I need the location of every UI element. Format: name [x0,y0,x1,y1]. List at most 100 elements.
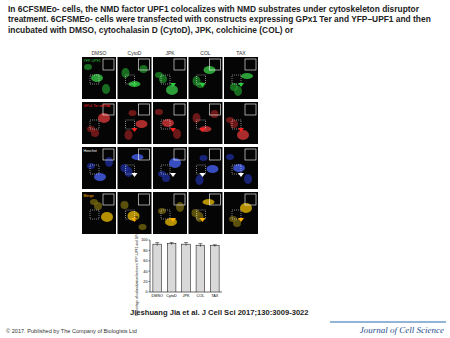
zoom-region [197,75,206,84]
column-label: JPK [165,50,175,56]
micrograph [153,147,187,189]
row-label: YFP-UPF1 [84,59,101,63]
y-tick [149,250,151,251]
cell [129,110,137,116]
cell [207,165,219,173]
bar [182,244,191,292]
inset-box [245,59,256,70]
zoom-region [126,210,135,219]
cell [101,212,113,222]
x-tick-label: DMSO [151,294,162,298]
panel-bg [82,102,116,144]
y-tick-label: 80 [143,249,147,253]
arrow [132,83,138,87]
zoom-region [161,75,170,84]
micrograph [153,102,187,144]
zoom-region [232,75,241,84]
panel-bg [118,102,152,144]
zoom-region [197,120,206,129]
arrow [170,128,176,132]
inset-box [245,149,256,160]
inset-box [139,149,150,160]
inset-box [103,59,114,70]
error-bar [184,243,188,246]
y-tick-label: 100 [141,238,147,242]
citation: Jieshuang Jia et al. J Cell Sci 2017;130… [130,308,309,317]
cell [155,109,163,115]
zoom-region [161,210,170,219]
inset-box [139,59,150,70]
zoom-region [90,210,99,219]
y-tick [149,271,151,272]
cell [121,201,129,209]
arrow [132,173,138,177]
inset-box [174,194,185,205]
bar [153,244,162,292]
panel-bg [82,57,116,99]
zoom-region [126,75,135,84]
cell [237,130,249,140]
bar [167,244,176,292]
micrograph [224,102,258,144]
cell [176,202,184,212]
panel-bg [189,57,223,99]
panel-bg [153,102,187,144]
panel-bg [224,57,258,99]
micrograph [189,57,223,99]
cell [87,163,95,169]
zoom-region [126,120,135,129]
cell [169,158,181,168]
inset-box [245,104,256,115]
panel-bg [153,147,187,189]
column-label: TAX [236,50,246,56]
cell [102,84,110,94]
cell [105,157,113,167]
cell [125,130,133,140]
column-label: DMSO [92,50,107,56]
micrograph: GPx1 Ter mRNA [82,102,116,144]
cell [241,73,253,79]
arrow [200,218,206,222]
arrow [238,173,244,177]
panel-bg [189,102,223,144]
zoom-region [232,165,241,174]
panel-bg [153,57,187,99]
column-label: CytoD [128,50,142,56]
slide-title: In 6CFSMEo- cells, the NMD factor UPF1 c… [8,4,444,35]
y-tick [149,292,151,293]
arrow [132,128,138,132]
inset-box [210,194,221,205]
micrograph [189,147,223,189]
micrograph [224,57,258,99]
arrow [200,83,206,87]
panel-bg [82,147,116,189]
arrow [170,173,176,177]
zoom-region [161,120,170,129]
zoom-region [232,120,241,129]
zoom-region [126,165,135,174]
inset-box [174,104,185,115]
cell [165,218,177,226]
micrograph [224,147,258,189]
arrow [238,128,244,132]
y-tick-label: 0 [145,290,147,294]
cell [121,164,129,172]
micrograph [224,192,258,234]
cell [140,65,148,73]
y-tick [149,240,151,241]
panel-bg [118,57,152,99]
zoom-region [161,165,170,174]
y-tick [149,281,151,282]
panel-bg [189,147,223,189]
bars [153,243,219,292]
inset-box [139,104,150,115]
cell [98,113,110,123]
cell [226,154,234,160]
cell [211,110,219,118]
cell [90,199,98,205]
panel-bg [118,147,152,189]
y-tick [149,260,151,261]
inset-box [103,149,114,160]
copyright: © 2017. Published by The Company of Biol… [6,328,137,334]
cell [173,129,181,139]
